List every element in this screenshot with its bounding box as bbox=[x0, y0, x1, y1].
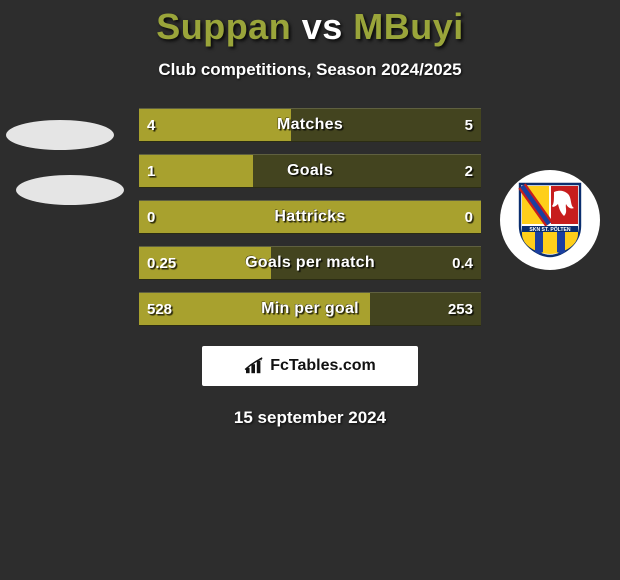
stat-label: Matches bbox=[139, 109, 481, 141]
fctables-chart-icon bbox=[244, 357, 266, 375]
stat-bar-track: Goals1 2 bbox=[139, 154, 481, 188]
stat-row: Goals1 2 bbox=[0, 154, 620, 190]
title-player1: Suppan bbox=[156, 6, 291, 47]
stat-bar-track: Hattricks0 0 bbox=[139, 200, 481, 234]
stat-value-left: 4 bbox=[147, 109, 155, 141]
stat-row: Hattricks0 0 bbox=[0, 200, 620, 236]
snapshot-date: 15 september 2024 bbox=[0, 408, 620, 428]
stat-value-left: 0.25 bbox=[147, 247, 176, 279]
stat-bar-track: Matches4 5 bbox=[139, 108, 481, 142]
comparison-title: Suppan vs MBuyi bbox=[0, 0, 620, 48]
stat-row: Matches4 5 bbox=[0, 108, 620, 144]
stat-row: Goals per match0.25 0.4 bbox=[0, 246, 620, 282]
stat-label: Goals per match bbox=[139, 247, 481, 279]
stat-value-right: 0.4 bbox=[452, 247, 473, 279]
stat-value-left: 528 bbox=[147, 293, 172, 325]
stat-value-left: 0 bbox=[147, 201, 155, 233]
stat-label: Hattricks bbox=[139, 201, 481, 233]
stat-value-right: 253 bbox=[448, 293, 473, 325]
stat-value-right: 2 bbox=[465, 155, 473, 187]
season-subtitle: Club competitions, Season 2024/2025 bbox=[0, 60, 620, 80]
stats-bars-container: Matches4 5 Goals1 2 Hattricks0 0 Goals per mat… bbox=[0, 108, 620, 328]
stat-bar-track: Goals per match0.25 0.4 bbox=[139, 246, 481, 280]
title-vs: vs bbox=[302, 6, 343, 47]
stat-row: Min per goal528 253 bbox=[0, 292, 620, 328]
fctables-branding: FcTables.com bbox=[202, 346, 418, 386]
title-player2: MBuyi bbox=[353, 6, 464, 47]
stat-value-right: 0 bbox=[465, 201, 473, 233]
stat-value-right: 5 bbox=[465, 109, 473, 141]
fctables-label: FcTables.com bbox=[270, 357, 376, 375]
stat-bar-track: Min per goal528 253 bbox=[139, 292, 481, 326]
stat-label: Goals bbox=[139, 155, 481, 187]
stat-value-left: 1 bbox=[147, 155, 155, 187]
stat-label: Min per goal bbox=[139, 293, 481, 325]
